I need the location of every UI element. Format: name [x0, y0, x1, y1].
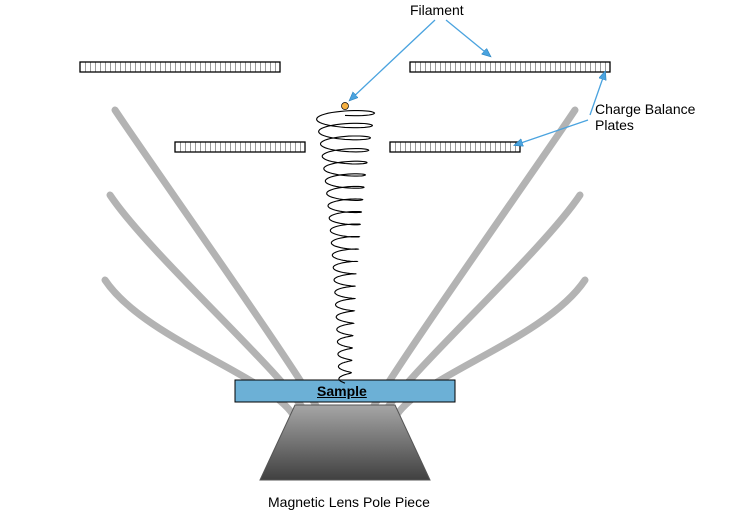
diagram-svg — [0, 0, 736, 516]
filament-dot — [342, 103, 349, 110]
label-charge-balance-plates: Charge Balance Plates — [595, 101, 695, 133]
lower-plate-1 — [390, 142, 520, 152]
upper-plate-0 — [80, 62, 280, 72]
arrow-filament-0 — [350, 20, 435, 100]
label-pole-piece: Magnetic Lens Pole Piece — [268, 494, 430, 510]
upper-plate-1 — [410, 62, 610, 72]
electron-spiral — [317, 111, 375, 384]
arrow-filament-1 — [446, 20, 490, 56]
diagram-stage: Filament Charge Balance Plates Magnetic … — [0, 0, 736, 516]
label-sample: Sample — [317, 383, 367, 399]
lower-plate-0 — [175, 142, 305, 152]
pole-piece — [260, 405, 430, 480]
label-filament: Filament — [410, 2, 464, 18]
